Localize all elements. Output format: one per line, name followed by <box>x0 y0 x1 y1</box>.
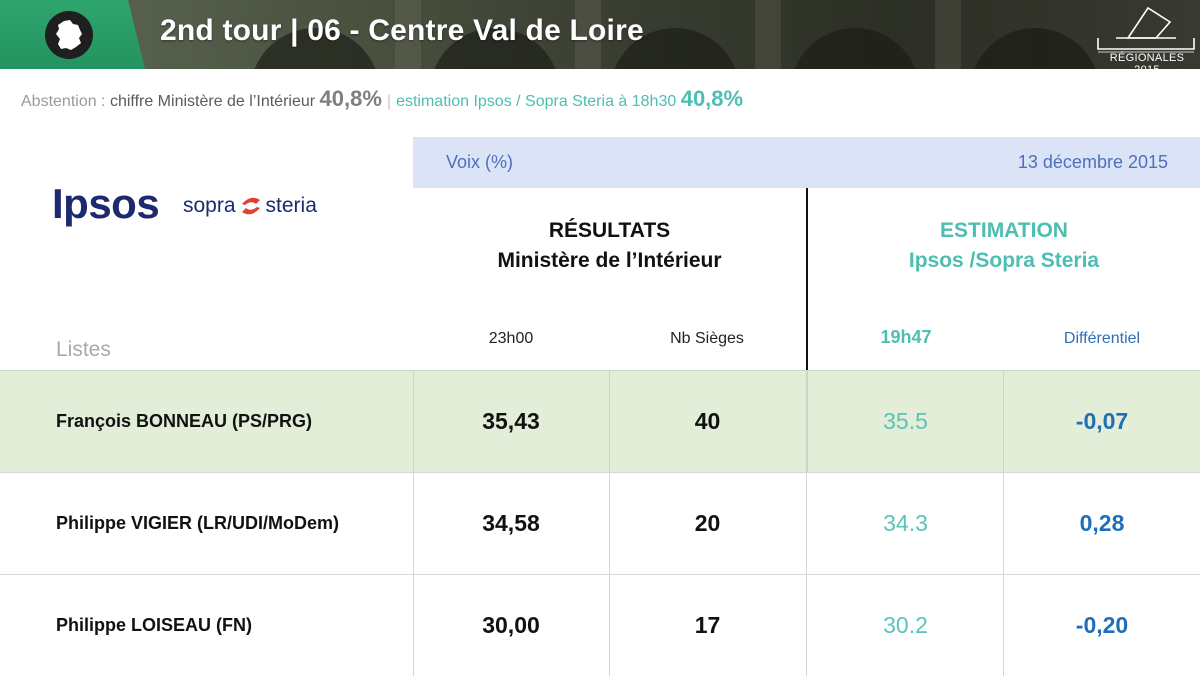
estimate-title-line2: Ipsos /Sopra Steria <box>908 249 1100 272</box>
sopra-steria-logo: sopra steria <box>183 194 317 218</box>
estimate-title-line1: ESTIMATION <box>940 219 1068 242</box>
estimate-value: 30.2 <box>883 612 928 638</box>
abstention-line: Abstention : chiffre Ministère de l’Inté… <box>21 86 743 112</box>
result-value: 34,58 <box>482 510 540 536</box>
seats-value: 40 <box>694 408 721 434</box>
abstention-ministry-value: 40,8% <box>319 86 382 111</box>
list-name: Philippe VIGIER (LR/UDI/MoDem) <box>56 513 340 533</box>
sopra-steria-s-icon <box>241 197 260 215</box>
estimate-value: 35.5 <box>883 408 928 434</box>
header-band: Voix (%) 13 décembre 2015 <box>413 137 1200 188</box>
list-name: François BONNEAU (PS/PRG) <box>56 411 313 431</box>
differential-value: -0,07 <box>1075 408 1129 434</box>
differential-value: 0,28 <box>1079 510 1125 536</box>
results-title: RÉSULTATS Ministère de l’Intérieur <box>413 216 806 276</box>
date-label: 13 décembre 2015 <box>1017 152 1168 172</box>
sopra-text: sopra <box>183 194 236 217</box>
table-row: Philippe LOISEAU (FN) 30,00 17 30.2 -0,2… <box>0 574 1200 676</box>
seats-value: 20 <box>694 510 721 536</box>
regionales-badge: RÉGIONALES 2015 <box>1109 52 1185 76</box>
abstention-separator: | <box>386 93 392 110</box>
column-divider <box>806 188 808 370</box>
listes-label: Listes <box>56 338 111 361</box>
sub-header-estimate-time: 19h47 <box>880 327 932 347</box>
table-row: François BONNEAU (PS/PRG) 35,43 40 35.5 … <box>0 370 1200 472</box>
abstention-ministry-text: chiffre Ministère de l’Intérieur <box>109 93 316 110</box>
voix-label: Voix (%) <box>446 152 514 172</box>
results-title-line2: Ministère de l’Intérieur <box>497 249 722 272</box>
result-value: 30,00 <box>482 612 540 638</box>
sub-header-time: 23h00 <box>488 330 534 347</box>
abstention-estimate-value: 40,8% <box>680 86 744 111</box>
region-map-icon <box>45 11 93 59</box>
sub-header-differential: Différentiel <box>1063 330 1141 347</box>
abstention-estimate-text: estimation Ipsos / Sopra Steria à 18h30 <box>396 93 677 110</box>
results-title-line1: RÉSULTATS <box>548 219 671 242</box>
ballot-box-icon <box>1097 6 1195 53</box>
estimate-title: ESTIMATION Ipsos /Sopra Steria <box>808 216 1200 276</box>
page-title: 2nd tour | 06 - Centre Val de Loire <box>160 14 644 47</box>
seats-value: 17 <box>694 612 721 638</box>
result-value: 35,43 <box>482 408 540 434</box>
abstention-colon: : <box>96 93 110 110</box>
differential-value: -0,20 <box>1075 612 1129 638</box>
estimate-value: 34.3 <box>883 510 928 536</box>
abstention-label: Abstention <box>21 93 97 110</box>
table-row: Philippe VIGIER (LR/UDI/MoDem) 34,58 20 … <box>0 472 1200 574</box>
ipsos-logo: Ipsos <box>52 180 160 227</box>
list-name: Philippe LOISEAU (FN) <box>56 615 252 635</box>
steria-text: steria <box>265 194 317 217</box>
header-banner <box>0 0 1200 69</box>
sub-header-seats: Nb Sièges <box>670 330 744 347</box>
